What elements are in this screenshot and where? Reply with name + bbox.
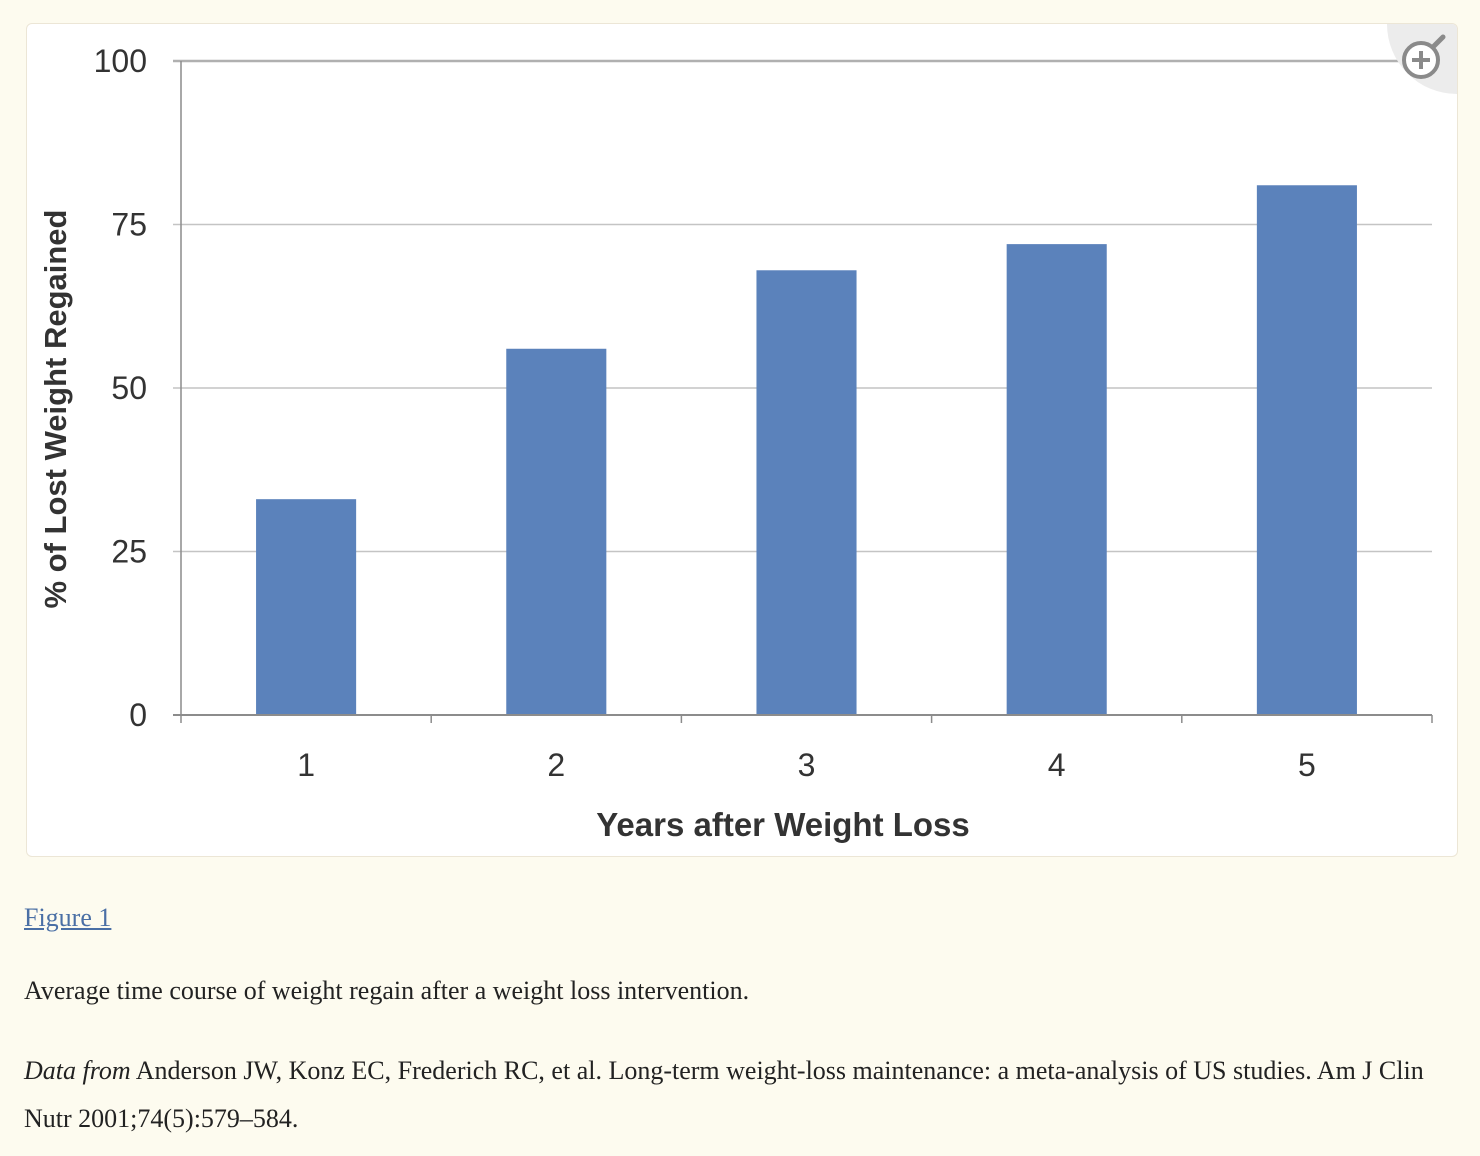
x-tick-label: 3 xyxy=(798,747,816,783)
y-tick-label: 50 xyxy=(111,370,147,406)
x-tick-label: 2 xyxy=(547,747,565,783)
y-tick-label: 100 xyxy=(94,43,147,79)
figure-caption: Average time course of weight regain aft… xyxy=(24,976,750,1005)
y-tick-label: 75 xyxy=(111,207,147,243)
bar xyxy=(1256,185,1357,715)
citation-text: Anderson JW, Konz EC, Frederich RC, et a… xyxy=(24,1056,1424,1133)
citation-prefix: Data from xyxy=(24,1056,131,1085)
bar xyxy=(1006,244,1107,715)
figure-citation: Data from Anderson JW, Konz EC, Frederic… xyxy=(24,1047,1454,1143)
zoom-in-icon xyxy=(1402,34,1446,79)
x-tick-label: 4 xyxy=(1048,747,1066,783)
y-tick-label: 0 xyxy=(129,697,147,733)
bar xyxy=(256,499,357,715)
x-axis-title: Years after Weight Loss xyxy=(596,806,970,843)
y-axis-title: % of Lost Weight Regained xyxy=(38,210,73,609)
x-tick-label: 5 xyxy=(1298,747,1316,783)
x-tick-label: 1 xyxy=(297,747,315,783)
figure-link[interactable]: Figure 1 xyxy=(24,903,112,932)
figure-card: 0 25 50 75 100 1 2 3 4 5 Years after Weight Loss % … xyxy=(26,23,1458,857)
bar xyxy=(756,270,857,715)
bar-chart: 0 25 50 75 100 1 2 3 4 5 Years after Weight Loss % … xyxy=(38,43,1433,843)
y-tick-label: 25 xyxy=(111,534,147,570)
bar xyxy=(506,348,607,715)
